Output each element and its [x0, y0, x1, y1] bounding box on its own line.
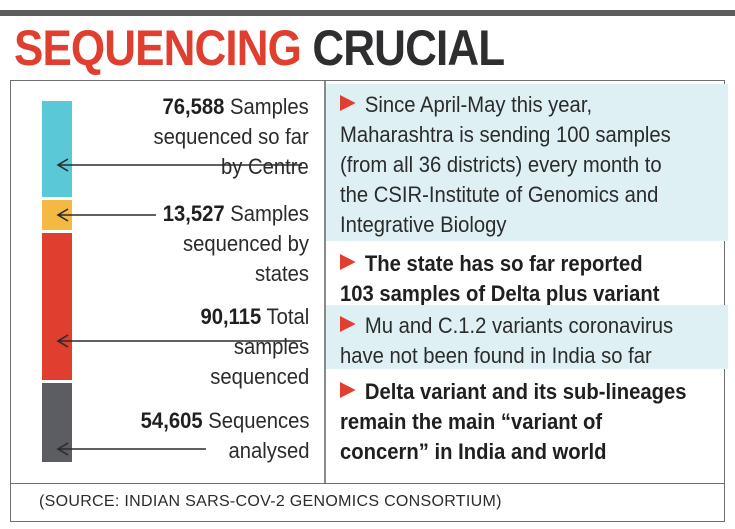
title-word-2: CRUCIAL — [312, 20, 505, 76]
fact-item: Mu and C.1.2 variants coronavirus have n… — [326, 305, 728, 369]
top-rule — [0, 10, 735, 16]
fact-item: The state has so far reported 103 sample… — [340, 251, 660, 306]
arrow-icon — [56, 334, 302, 348]
bullet-arrow-icon — [340, 254, 356, 270]
column-divider — [324, 81, 326, 483]
stat-label-states: 13,527 Samples sequenced by states — [162, 201, 309, 286]
arrow-icon — [56, 158, 302, 172]
stat-value: 76,588 — [162, 94, 225, 119]
bullet-arrow-icon — [340, 316, 356, 332]
bar-segment-centre — [42, 101, 72, 197]
content-panel — [10, 80, 725, 484]
stat-label-centre: 76,588 Samples sequenced so far by Centr… — [153, 94, 309, 179]
bullet-arrow-icon — [340, 382, 356, 398]
stat-value: 90,115 — [200, 304, 261, 329]
stat-label-total: 90,115 Total samples sequenced — [200, 304, 309, 389]
stat-label-analysed: 54,605 Sequences analysed — [140, 408, 309, 463]
source-note: (SOURCE: INDIAN SARS-COV-2 GENOMICS CONS… — [10, 484, 725, 522]
title-word-1: SEQUENCING — [14, 20, 302, 76]
stat-value: 13,527 — [162, 201, 225, 226]
graphic-title: SEQUENCING CRUCIAL — [14, 20, 505, 76]
fact-item: Delta variant and its sub-lineages remai… — [340, 379, 687, 464]
arrow-icon — [56, 442, 206, 456]
fact-item: Since April-May this year, Maharashtra i… — [326, 84, 728, 241]
arrow-icon — [56, 208, 156, 222]
bullet-arrow-icon — [340, 95, 356, 111]
stat-value: 54,605 — [140, 408, 203, 433]
bar-segment-total — [42, 233, 72, 380]
